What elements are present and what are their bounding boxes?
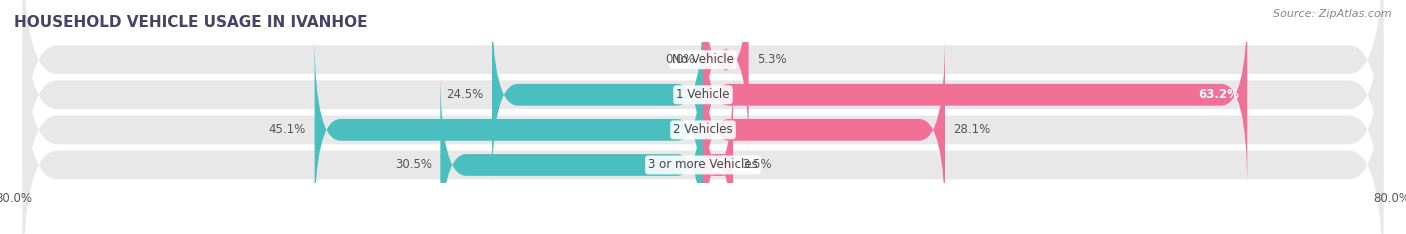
Text: Source: ZipAtlas.com: Source: ZipAtlas.com — [1274, 9, 1392, 19]
Text: 5.3%: 5.3% — [758, 53, 787, 66]
Text: 24.5%: 24.5% — [446, 88, 484, 101]
Text: 45.1%: 45.1% — [269, 123, 307, 136]
FancyBboxPatch shape — [22, 0, 1384, 221]
Text: No Vehicle: No Vehicle — [672, 53, 734, 66]
FancyBboxPatch shape — [315, 35, 703, 224]
FancyBboxPatch shape — [22, 4, 1384, 234]
Text: 30.5%: 30.5% — [395, 158, 432, 172]
FancyBboxPatch shape — [703, 0, 748, 154]
Text: HOUSEHOLD VEHICLE USAGE IN IVANHOE: HOUSEHOLD VEHICLE USAGE IN IVANHOE — [14, 15, 367, 30]
FancyBboxPatch shape — [440, 70, 703, 234]
FancyBboxPatch shape — [703, 0, 1247, 189]
Text: 0.0%: 0.0% — [665, 53, 695, 66]
FancyBboxPatch shape — [22, 39, 1384, 234]
Text: 63.2%: 63.2% — [1198, 88, 1239, 101]
Text: 3 or more Vehicles: 3 or more Vehicles — [648, 158, 758, 172]
Text: 1 Vehicle: 1 Vehicle — [676, 88, 730, 101]
FancyBboxPatch shape — [22, 0, 1384, 186]
Text: 2 Vehicles: 2 Vehicles — [673, 123, 733, 136]
Text: 28.1%: 28.1% — [953, 123, 991, 136]
FancyBboxPatch shape — [703, 70, 733, 234]
FancyBboxPatch shape — [703, 35, 945, 224]
Legend: Owner-occupied, Renter-occupied: Owner-occupied, Renter-occupied — [567, 230, 839, 234]
FancyBboxPatch shape — [492, 0, 703, 189]
Text: 3.5%: 3.5% — [742, 158, 772, 172]
